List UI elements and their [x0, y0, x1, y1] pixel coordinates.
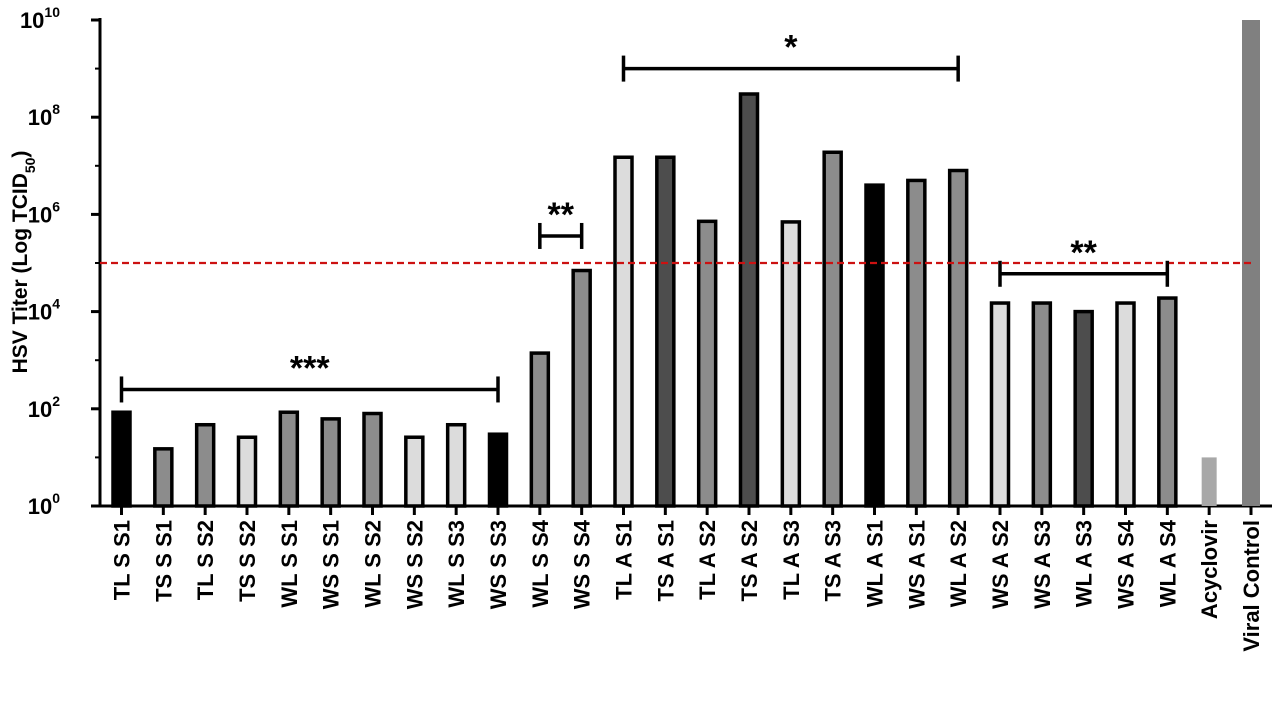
- bar: [822, 150, 843, 508]
- significance-label: ***: [290, 349, 330, 387]
- x-tick-label: WS S S2: [402, 520, 427, 609]
- bar: [864, 183, 885, 508]
- x-tick-label: WS S S3: [486, 520, 511, 609]
- x-tick-label: TS A S2: [737, 520, 762, 602]
- x-tick-label: TL S S2: [193, 520, 218, 600]
- bar: [194, 422, 216, 508]
- x-tick-label: WS A S1: [904, 520, 929, 609]
- bar: [989, 301, 1011, 508]
- x-tick-label: WS S S1: [319, 520, 344, 609]
- bar: [320, 417, 341, 508]
- x-tick-label: WL S S4: [528, 519, 553, 607]
- x-tick-label: TS A S3: [821, 520, 846, 602]
- bar: [1031, 301, 1053, 508]
- x-tick-label: TS S S1: [151, 520, 176, 602]
- y-tick-label: 100: [28, 490, 60, 519]
- x-tick-label: Viral Control: [1239, 520, 1264, 652]
- x-axis: TL S S1 TS S S1 TL S S2 TS S S2 WL S S1 WS S …: [100, 504, 1272, 652]
- x-tick-label: WS A S3: [1030, 520, 1055, 609]
- x-tick-label: WL S S2: [361, 520, 386, 608]
- x-tick-label: Acyclovir: [1197, 520, 1222, 619]
- y-tick-label: 102: [28, 393, 60, 422]
- bar: [236, 435, 258, 508]
- x-tick-label: WL A S4: [1155, 519, 1180, 607]
- x-tick-label: TL S S1: [110, 520, 135, 600]
- bar: [571, 268, 592, 508]
- y-axis-label-subscript: 50: [22, 157, 38, 173]
- x-tick-label: WL S S3: [444, 520, 469, 608]
- x-tick-label: TS A S1: [653, 520, 678, 602]
- x-tick-label: WS A S4: [1114, 519, 1139, 609]
- y-tick-label: 106: [28, 198, 60, 227]
- y-axis-label-suffix: ): [9, 151, 32, 158]
- bar: [655, 155, 676, 508]
- x-tick-label: TL A S3: [779, 520, 804, 600]
- x-tick-label: WL S S1: [277, 520, 302, 608]
- x-tick-label: WS A S2: [988, 520, 1013, 609]
- significance-label: **: [1070, 234, 1097, 272]
- bar: [696, 219, 718, 508]
- bar: [487, 432, 509, 508]
- y-tick-label: 104: [28, 296, 60, 325]
- bar: [445, 422, 467, 508]
- x-tick-label: WS S S4: [570, 519, 595, 609]
- significance-label: **: [548, 196, 575, 234]
- x-tick-label: TS S S2: [235, 520, 260, 602]
- bar: [738, 92, 760, 508]
- bar: [906, 178, 927, 508]
- bar: [1201, 457, 1217, 506]
- x-tick-label: TL A S2: [695, 520, 720, 600]
- bar: [153, 447, 174, 508]
- bar: [278, 410, 300, 508]
- y-axis-label-main: HSV Titer (Log TCID: [9, 173, 32, 373]
- x-tick-label: WL A S1: [863, 520, 888, 607]
- y-tick-label: 108: [28, 101, 60, 130]
- bar: [529, 351, 551, 508]
- y-axis: 100 102 104 106 108 1010: [20, 4, 102, 519]
- bar: [947, 168, 969, 508]
- y-tick-label: 1010: [20, 4, 60, 33]
- bar: [780, 220, 802, 508]
- y-axis-label: HSV Titer (Log TCID50): [9, 151, 38, 374]
- bar: [404, 435, 425, 508]
- bar: [362, 411, 383, 508]
- bar: [1157, 296, 1178, 508]
- x-tick-label: WL A S3: [1072, 520, 1097, 607]
- bar: [1115, 301, 1136, 508]
- bar: [111, 410, 132, 508]
- bar: [613, 155, 634, 508]
- x-tick-label: TL A S1: [612, 520, 637, 600]
- significance-brackets: ********: [119, 29, 1170, 403]
- bar: [1073, 309, 1094, 508]
- significance-label: *: [784, 29, 798, 67]
- x-tick-label: WL A S2: [946, 520, 971, 607]
